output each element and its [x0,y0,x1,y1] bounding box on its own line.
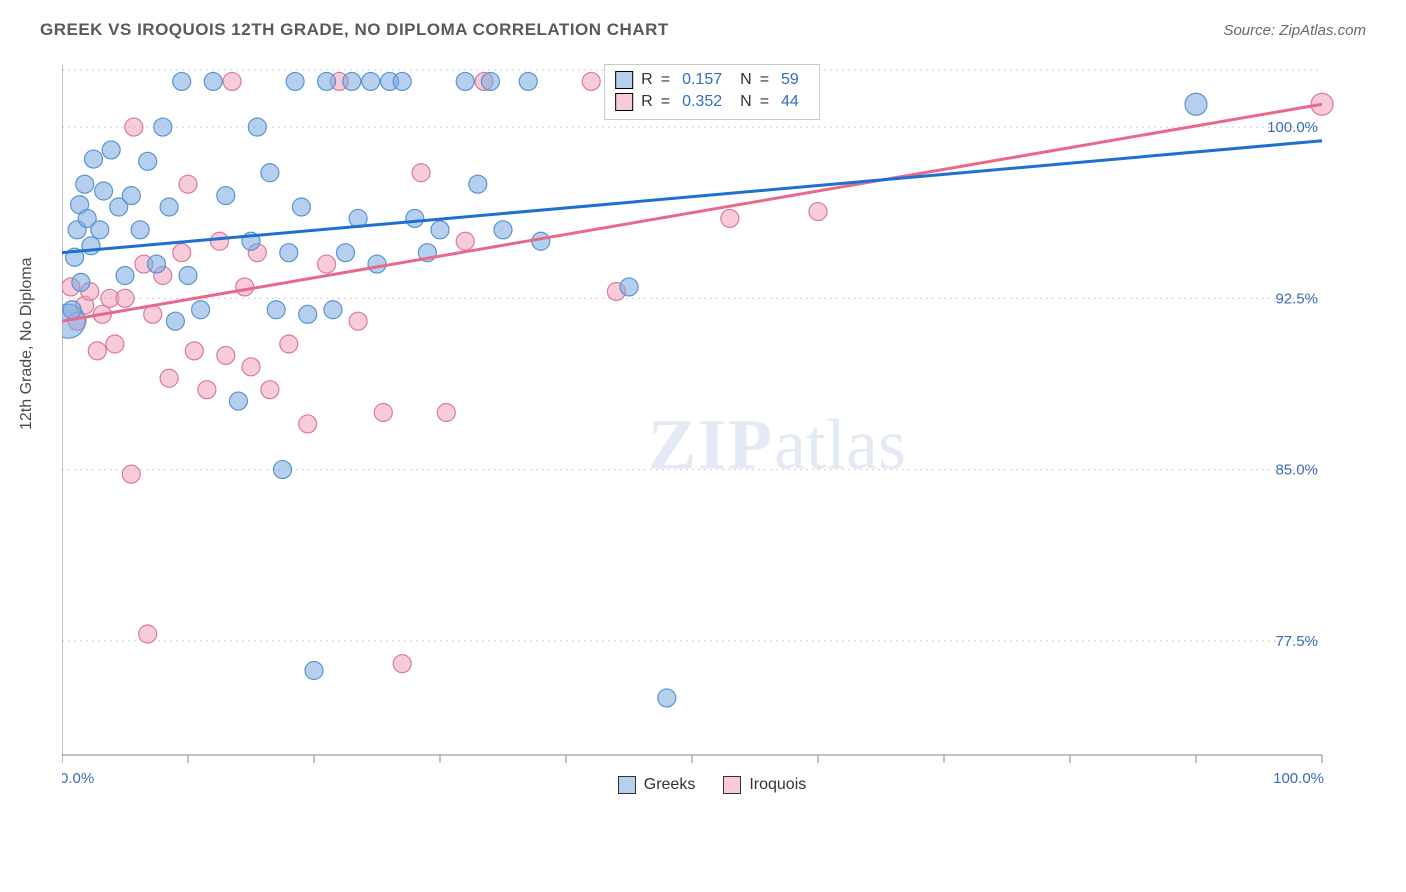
equals-icon: = [760,93,769,111]
legend-item-iroquois: Iroquois [723,776,806,794]
n-value-blue: 59 [781,71,799,89]
y-axis-label: 12th Grade, No Diploma [18,257,36,430]
swatch-blue-icon [615,71,633,89]
svg-text:92.5%: 92.5% [1275,290,1318,307]
legend-label-iroquois: Iroquois [749,776,806,794]
source-attribution: Source: ZipAtlas.com [1223,22,1366,39]
r-value-blue: 0.157 [682,71,722,89]
chart-title: GREEK VS IROQUOIS 12TH GRADE, NO DIPLOMA… [40,20,669,40]
legend-label-greeks: Greeks [644,776,696,794]
n-label: N [740,93,752,111]
n-label: N [740,71,752,89]
stats-row-iroquois: R = 0.352 N = 44 [615,91,809,113]
series-legend: Greeks Iroquois [62,776,1362,794]
svg-text:77.5%: 77.5% [1275,633,1318,650]
r-value-pink: 0.352 [682,93,722,111]
stats-legend: R = 0.157 N = 59 R = 0.352 N = 44 [604,64,820,120]
plot-area: ZIPatlas 77.5%85.0%92.5%100.0%0.0%100.0%… [62,60,1362,800]
legend-item-greeks: Greeks [618,776,696,794]
svg-text:85.0%: 85.0% [1275,462,1318,479]
stats-row-greeks: R = 0.157 N = 59 [615,69,809,91]
r-label: R [641,93,653,111]
swatch-pink-icon [615,93,633,111]
scatter-chart-svg: 77.5%85.0%92.5%100.0%0.0%100.0% [62,60,1362,800]
n-value-pink: 44 [781,93,799,111]
equals-icon: = [760,71,769,89]
swatch-pink-icon [723,776,741,794]
swatch-blue-icon [618,776,636,794]
r-label: R [641,71,653,89]
equals-icon: = [661,71,670,89]
svg-text:100.0%: 100.0% [1267,119,1318,136]
equals-icon: = [661,93,670,111]
